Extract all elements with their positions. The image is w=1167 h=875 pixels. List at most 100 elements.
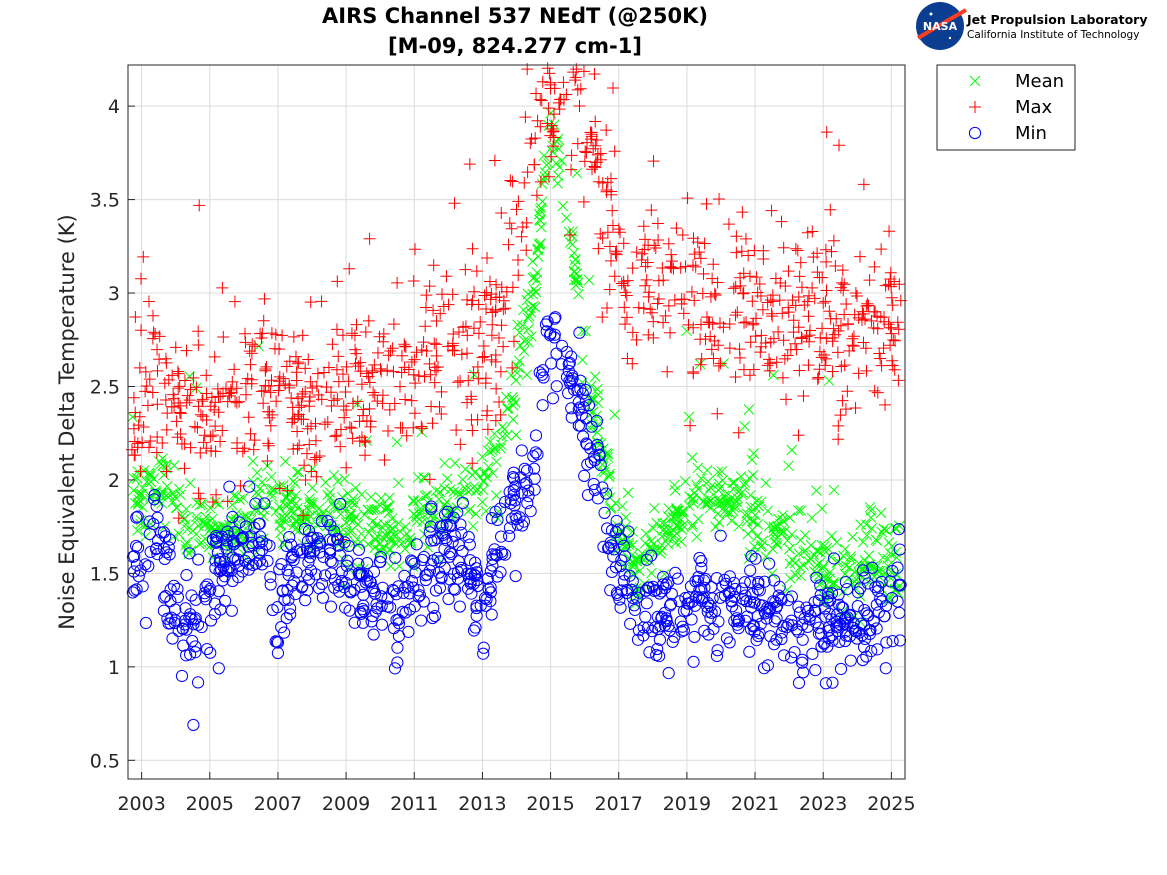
data-point xyxy=(343,421,356,434)
data-point xyxy=(273,563,286,576)
data-point xyxy=(398,361,411,374)
data-point xyxy=(796,633,809,646)
data-point xyxy=(200,642,214,656)
data-point xyxy=(135,324,148,337)
data-point xyxy=(264,386,277,399)
data-point xyxy=(871,643,884,656)
data-point xyxy=(537,196,548,207)
data-point xyxy=(174,399,187,412)
data-point xyxy=(860,607,873,620)
data-point xyxy=(796,653,809,666)
data-point xyxy=(809,616,822,629)
data-point xyxy=(782,618,795,631)
data-point xyxy=(466,294,479,307)
data-point xyxy=(867,321,880,334)
data-point xyxy=(677,307,690,320)
data-point xyxy=(418,472,429,483)
data-point xyxy=(147,517,160,531)
data-point xyxy=(442,592,455,606)
data-point xyxy=(614,601,627,614)
data-point xyxy=(306,497,318,509)
data-point xyxy=(144,545,157,559)
data-point xyxy=(184,477,196,489)
data-point xyxy=(442,298,455,311)
data-point xyxy=(879,662,892,675)
data-point xyxy=(792,321,805,334)
data-point xyxy=(415,420,428,433)
data-point xyxy=(366,364,379,377)
data-point xyxy=(639,537,651,549)
data-point xyxy=(427,304,440,317)
data-point xyxy=(647,522,659,534)
data-point xyxy=(509,569,522,583)
data-point xyxy=(590,133,603,146)
data-point xyxy=(640,597,653,610)
data-point xyxy=(436,288,449,301)
data-point xyxy=(544,82,557,95)
data-point xyxy=(283,355,296,368)
data-point xyxy=(640,528,652,539)
data-point xyxy=(565,149,578,162)
data-point xyxy=(472,372,485,385)
x-tick-label: 2009 xyxy=(322,793,370,815)
data-point xyxy=(268,342,281,355)
data-point xyxy=(245,347,258,360)
data-point xyxy=(376,581,389,594)
data-point xyxy=(246,539,260,552)
legend-marker-min xyxy=(968,126,982,140)
data-point xyxy=(381,547,393,559)
data-point xyxy=(554,161,565,173)
data-point xyxy=(219,382,232,395)
data-point xyxy=(408,407,421,420)
data-point xyxy=(723,636,736,649)
data-point xyxy=(702,476,714,487)
data-point xyxy=(676,620,689,633)
data-point xyxy=(847,617,860,630)
data-point xyxy=(207,513,218,525)
nasa-emblem-star xyxy=(929,12,933,16)
data-point xyxy=(501,430,513,442)
data-point xyxy=(311,367,324,380)
data-point xyxy=(391,276,404,289)
data-point xyxy=(839,634,852,648)
data-point xyxy=(434,555,447,568)
data-point xyxy=(200,533,211,545)
data-point xyxy=(585,380,597,392)
data-point xyxy=(286,401,299,414)
data-point xyxy=(481,404,494,417)
data-point xyxy=(713,317,726,330)
data-point xyxy=(320,477,331,488)
data-point xyxy=(349,498,361,510)
data-point xyxy=(568,74,581,87)
data-point xyxy=(416,422,429,435)
data-point xyxy=(331,533,344,546)
data-point xyxy=(450,424,463,437)
data-point xyxy=(420,344,433,357)
data-point xyxy=(743,404,755,415)
data-point xyxy=(507,472,521,485)
data-point xyxy=(565,402,578,415)
data-point xyxy=(664,597,678,610)
data-point xyxy=(435,407,448,420)
data-point xyxy=(890,522,902,534)
data-point xyxy=(884,575,897,588)
data-point xyxy=(522,312,534,324)
data-point xyxy=(850,290,863,303)
data-point xyxy=(137,501,148,513)
data-point xyxy=(549,311,562,324)
data-point xyxy=(855,617,868,630)
data-point xyxy=(646,535,657,547)
data-point xyxy=(534,209,545,220)
data-point xyxy=(160,465,173,478)
data-point xyxy=(132,525,143,536)
data-point xyxy=(428,337,441,350)
data-point xyxy=(490,443,501,455)
data-point xyxy=(302,522,314,534)
data-point xyxy=(178,374,191,387)
data-point xyxy=(311,532,324,545)
data-point xyxy=(532,243,544,255)
data-point xyxy=(687,655,700,668)
data-point xyxy=(345,422,358,435)
data-point xyxy=(736,206,749,219)
data-point xyxy=(166,632,179,645)
